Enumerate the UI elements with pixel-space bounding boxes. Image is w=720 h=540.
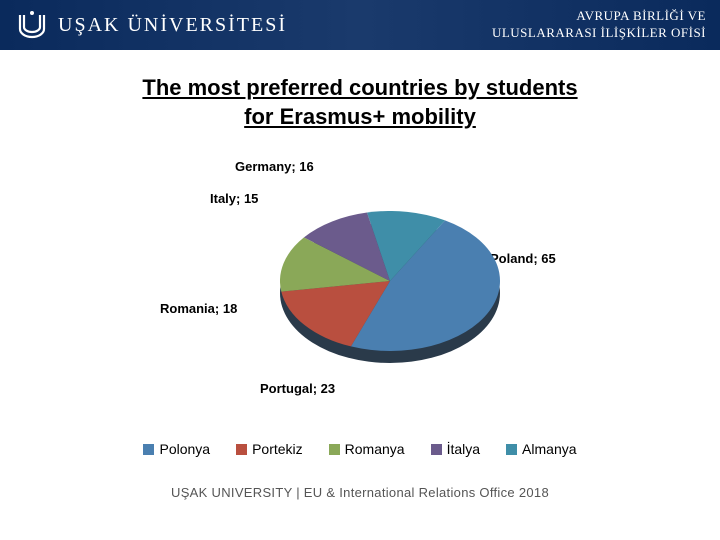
legend-item-polonya: Polonya <box>143 441 210 457</box>
office-line1: AVRUPA BİRLİĞİ VE <box>492 8 706 25</box>
pie-top <box>280 211 500 351</box>
title-line1: The most preferred countries by students <box>142 75 577 100</box>
legend-swatch-icon <box>431 444 442 455</box>
legend-swatch-icon <box>506 444 517 455</box>
legend-item-portekiz: Portekiz <box>236 441 303 457</box>
university-logo-icon <box>14 7 50 43</box>
title-line2: for Erasmus+ mobility <box>244 104 476 129</box>
pie-3d <box>280 211 500 351</box>
legend: Polonya Portekiz Romanya İtalya Almanya <box>0 441 720 457</box>
logo-area: UŞAK ÜNİVERSİTESİ <box>14 7 287 43</box>
header-bar: UŞAK ÜNİVERSİTESİ AVRUPA BİRLİĞİ VE ULUS… <box>0 0 720 50</box>
data-label-romania: Romania; 18 <box>160 301 237 316</box>
legend-item-almanya: Almanya <box>506 441 576 457</box>
legend-label: Portekiz <box>252 441 303 457</box>
legend-label: Polonya <box>159 441 210 457</box>
page-title: The most preferred countries by students… <box>0 74 720 131</box>
legend-swatch-icon <box>143 444 154 455</box>
office-name: AVRUPA BİRLİĞİ VE ULUSLARARASI İLİŞKİLER… <box>492 8 706 42</box>
legend-swatch-icon <box>236 444 247 455</box>
data-label-portugal: Portugal; 23 <box>260 381 335 396</box>
data-label-germany: Germany; 16 <box>235 159 314 174</box>
legend-label: Almanya <box>522 441 576 457</box>
legend-label: Romanya <box>345 441 405 457</box>
pie-wrap <box>280 211 500 351</box>
footer: UŞAK UNIVERSITY | EU & International Rel… <box>0 485 720 500</box>
legend-swatch-icon <box>329 444 340 455</box>
legend-item-i̇talya: İtalya <box>431 441 480 457</box>
legend-label: İtalya <box>447 441 480 457</box>
university-name: UŞAK ÜNİVERSİTESİ <box>58 14 287 37</box>
legend-item-romanya: Romanya <box>329 441 405 457</box>
pie-chart: Poland; 65Portugal; 23Romania; 18Italy; … <box>0 131 720 441</box>
office-line2: ULUSLARARASI İLİŞKİLER OFİSİ <box>492 25 706 42</box>
data-label-italy: Italy; 15 <box>210 191 258 206</box>
